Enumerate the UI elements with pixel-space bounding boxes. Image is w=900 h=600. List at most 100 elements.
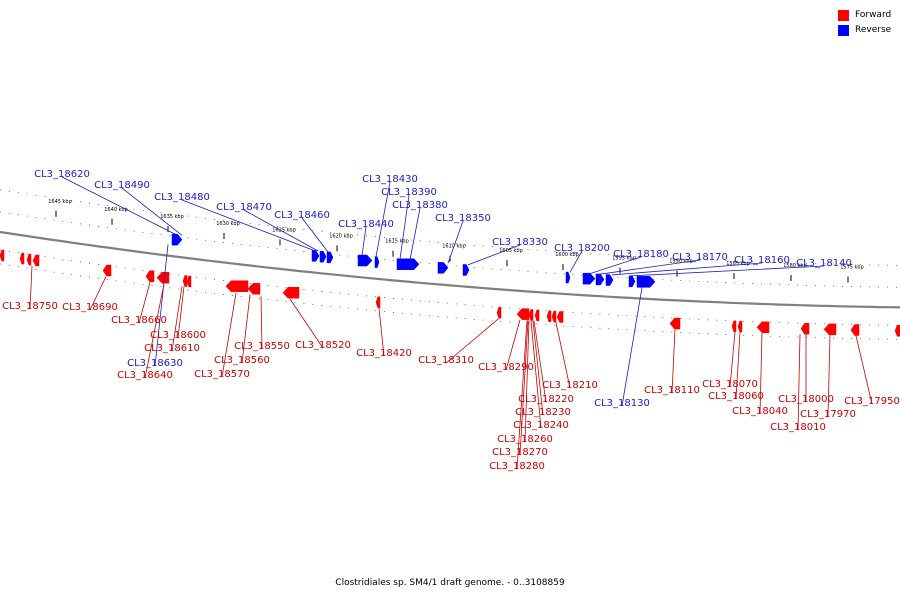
label-leader-line [467, 244, 521, 266]
gene-label: CL3_18140 [796, 258, 852, 269]
forward-gene-arrow [669, 317, 681, 330]
gene-label: CL3_18160 [734, 255, 790, 266]
legend-item-forward: Forward [838, 8, 891, 23]
gene-label: CL3_18260 [497, 434, 553, 445]
label-leader-line [589, 256, 642, 274]
gene-label: CL3_18460 [274, 210, 330, 221]
gene-label: CL3_17970 [800, 409, 856, 420]
label-leader-line [555, 322, 571, 389]
label-leader-line [599, 259, 701, 275]
forward-gene-arrow [737, 320, 743, 333]
label-leader-line [533, 320, 547, 403]
gene-label: CL3_18570 [194, 369, 250, 380]
forward-swatch [838, 10, 849, 21]
legend-label-forward: Forward [855, 10, 892, 20]
label-leader-line [735, 332, 741, 400]
gene-label: CL3_17950 [844, 396, 900, 407]
label-leader-line [301, 217, 329, 253]
reverse-gene-arrow [396, 258, 420, 270]
label-leader-line [827, 335, 831, 418]
gene-label: CL3_18440 [338, 219, 394, 230]
legend-item-reverse: Reverse [838, 23, 891, 38]
gene-label: CL3_18280 [489, 461, 545, 472]
forward-gene-arrow [375, 296, 381, 309]
forward-gene-arrow [534, 309, 540, 322]
label-leader-line [144, 284, 165, 379]
scale-tick-label: 1590 kbp [669, 259, 693, 265]
forward-gene-arrow [823, 323, 837, 336]
label-leader-line [409, 207, 421, 260]
gene-label: CL3_18240 [513, 420, 569, 431]
reverse-gene-arrow [357, 254, 373, 267]
label-leader-line [532, 320, 544, 416]
forward-gene-arrow [26, 253, 32, 266]
label-leader-line [729, 331, 736, 388]
forward-gene-arrow [800, 322, 810, 335]
gene-label: CL3_18220 [518, 394, 574, 405]
label-leader-line [221, 292, 237, 378]
reverse-gene-arrow [462, 264, 470, 276]
reverse-gene-arrow [565, 271, 571, 284]
forward-gene-arrow [528, 309, 534, 321]
gene-label: CL3_18550 [234, 341, 290, 352]
forward-gene-arrow [496, 306, 502, 319]
scale-tick-label: 1595 kbp [612, 256, 636, 262]
label-leader-line [378, 308, 385, 357]
forward-gene-arrow [0, 249, 5, 262]
reverse-gene-arrow [582, 272, 596, 285]
reverse-gene-arrow [437, 262, 449, 274]
gene-label: CL3_18180 [613, 249, 669, 260]
gene-label: CL3_18610 [144, 343, 200, 354]
label-leader-line [154, 244, 169, 367]
scale-tick-label: 1640 kbp [104, 207, 128, 213]
gene-label: CL3_18420 [356, 348, 412, 359]
forward-gene-arrow [156, 271, 170, 284]
gene-label: CL3_18070 [702, 379, 758, 390]
label-leader-line [611, 262, 763, 276]
scale-tick-label: 1585 kbp [726, 261, 750, 267]
forward-gene-arrow [551, 310, 557, 323]
label-leader-line [177, 286, 185, 339]
gene-label: CL3_18480 [154, 192, 210, 203]
forward-gene-arrow [516, 308, 530, 320]
gene-label: CL3_18600 [150, 330, 206, 341]
forward-gene-arrow [19, 252, 25, 265]
label-leader-line [621, 287, 643, 407]
legend-label-reverse: Reverse [855, 25, 892, 35]
label-leader-line [855, 335, 873, 405]
label-leader-line [530, 320, 542, 429]
forward-gene-arrow [225, 280, 249, 292]
gene-label: CL3_18290 [478, 362, 534, 373]
gene-label: CL3_18520 [295, 340, 351, 351]
gene-label: CL3_18310 [418, 355, 474, 366]
gene-label: CL3_18620 [34, 169, 90, 180]
gene-label: CL3_18060 [708, 391, 764, 402]
gene-label: CL3_18270 [492, 447, 548, 458]
reverse-gene-arrow [171, 233, 183, 246]
reverse-gene-arrow [595, 273, 605, 286]
reverse-gene-arrow [374, 256, 380, 268]
reverse-swatch [838, 25, 849, 36]
genome-caption: Clostridiales sp. SM4/1 draft genome. - … [335, 578, 565, 588]
label-leader-line [361, 226, 367, 256]
scale-tick-label: 1600 kbp [555, 252, 579, 258]
reverse-gene-arrow [319, 250, 327, 263]
gene-label: CL3_18230 [515, 407, 571, 418]
label-leader-line [181, 199, 315, 251]
reverse-gene-arrow [311, 250, 320, 262]
forward-gene-arrow [182, 275, 188, 287]
scale-tick-label: 1575 kbp [840, 265, 864, 271]
gene-label: CL3_18660 [111, 315, 167, 326]
label-leader-line [241, 294, 251, 364]
reverse-gene-arrow [326, 251, 334, 264]
label-leader-line [797, 334, 801, 431]
label-leader-line [447, 220, 464, 264]
gene-label: CL3_18350 [435, 213, 491, 224]
forward-gene-arrow [756, 321, 770, 334]
gene-label: CL3_18640 [117, 370, 173, 381]
gene-label: CL3_18380 [392, 200, 448, 211]
label-leader-line [524, 320, 530, 443]
label-leader-line [289, 298, 324, 349]
scale-tick-label: 1635 kbp [160, 214, 184, 220]
label-leader-line [569, 250, 583, 273]
